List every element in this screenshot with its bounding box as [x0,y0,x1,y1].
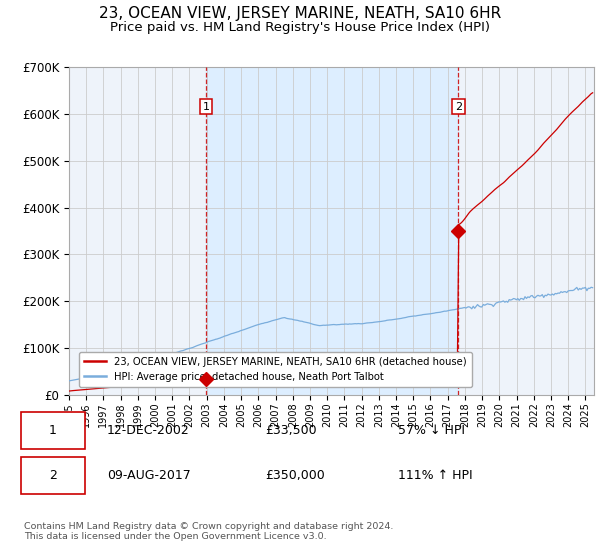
FancyBboxPatch shape [20,412,85,449]
Text: 2: 2 [49,469,57,482]
FancyBboxPatch shape [20,457,85,494]
Text: 1: 1 [49,424,57,437]
Legend: 23, OCEAN VIEW, JERSEY MARINE, NEATH, SA10 6HR (detached house), HPI: Average pr: 23, OCEAN VIEW, JERSEY MARINE, NEATH, SA… [79,352,472,386]
Text: 57% ↓ HPI: 57% ↓ HPI [398,424,465,437]
Text: £350,000: £350,000 [265,469,325,482]
Text: Price paid vs. HM Land Registry's House Price Index (HPI): Price paid vs. HM Land Registry's House … [110,21,490,34]
Text: 111% ↑ HPI: 111% ↑ HPI [398,469,473,482]
Text: £33,500: £33,500 [265,424,317,437]
Text: 2: 2 [455,101,462,111]
Text: Contains HM Land Registry data © Crown copyright and database right 2024.
This d: Contains HM Land Registry data © Crown c… [24,522,394,542]
Text: 09-AUG-2017: 09-AUG-2017 [107,469,191,482]
Text: 23, OCEAN VIEW, JERSEY MARINE, NEATH, SA10 6HR: 23, OCEAN VIEW, JERSEY MARINE, NEATH, SA… [99,6,501,21]
Text: 1: 1 [202,101,209,111]
Bar [206,67,458,395]
Text: 12-DEC-2002: 12-DEC-2002 [107,424,190,437]
